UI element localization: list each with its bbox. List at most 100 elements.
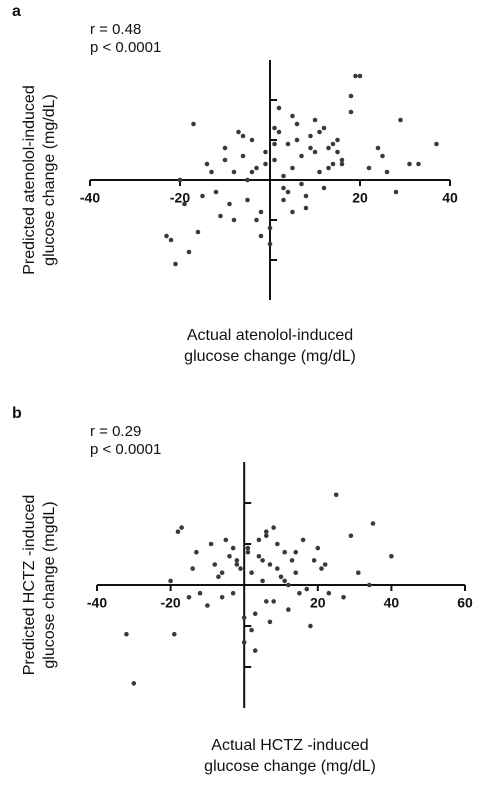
point [293,570,299,575]
y-axis-label: Predicted HCTZ -induced [21,495,38,676]
point [168,578,173,584]
point [249,137,255,143]
panel-label: a [12,3,21,20]
x-axis-label: glucose change (mg/dL) [184,348,356,365]
point [281,185,286,191]
point [186,249,192,255]
point [278,574,284,580]
point [375,145,381,151]
point [263,529,269,534]
point [308,623,313,629]
point [290,209,295,215]
point [222,157,228,163]
point [245,177,250,183]
point [339,161,345,167]
point [234,558,240,563]
x-axis-label: Actual HCTZ -induced [211,737,368,754]
point [195,229,201,235]
point [234,562,240,567]
point [357,73,363,79]
point [300,537,306,543]
point [393,189,399,195]
point [260,558,265,563]
point [216,574,221,580]
point [326,165,331,171]
point [294,137,300,143]
point [245,549,251,555]
point [227,554,232,559]
x-axis-label: glucose change (mg/dL) [204,758,376,775]
point [281,197,286,203]
y-axis-label: Predicted atenolol-induced [21,85,38,274]
point [416,161,421,167]
x-tick-label: 40 [384,595,400,611]
point [254,165,259,171]
point [177,177,183,183]
annotation: p < 0.0001 [90,441,161,458]
point [171,631,177,637]
point [348,109,354,115]
point [276,129,282,135]
point [348,93,354,99]
point [267,562,273,567]
point [271,525,276,530]
point [240,133,246,139]
point [272,157,277,163]
point [200,193,205,199]
point [245,197,250,203]
point [308,145,313,151]
point [312,149,318,155]
point [272,125,277,131]
point [249,570,254,575]
point [380,153,385,159]
annotation: r = 0.29 [90,423,141,440]
point [290,165,295,171]
point [222,145,228,151]
x-tick-label: -40 [80,190,100,206]
point [282,549,287,555]
annotation: p < 0.0001 [90,39,161,56]
point [299,153,304,159]
point [303,193,309,199]
point [321,125,327,131]
point [175,529,181,534]
point [267,619,273,625]
point [194,549,199,555]
point [398,117,403,123]
point [348,533,354,539]
point [230,545,236,551]
point [236,129,241,135]
point [213,189,219,195]
point [335,137,340,143]
point [326,590,332,596]
point [263,161,268,167]
point [179,525,184,530]
point [249,627,254,633]
point [173,261,178,267]
y-axis-label: glucose change (mgdL) [41,501,58,668]
point [197,590,203,596]
point [275,541,280,547]
point [272,141,277,147]
point [353,73,358,79]
point [282,578,287,584]
point [252,611,258,616]
point [258,233,264,239]
point [263,533,269,539]
point [339,157,345,163]
point [335,149,340,155]
x-tick-label: 60 [457,595,473,611]
point [218,213,223,219]
x-tick-label: 40 [442,190,458,206]
point [366,165,372,171]
point [256,537,262,543]
point [281,173,286,179]
y-axis-label: glucose change (mg/dL) [41,94,58,266]
point [238,566,243,571]
point [256,554,262,559]
panel-label: b [12,405,22,422]
x-tick-label: -20 [170,190,190,206]
point [407,161,412,167]
point [319,566,324,571]
